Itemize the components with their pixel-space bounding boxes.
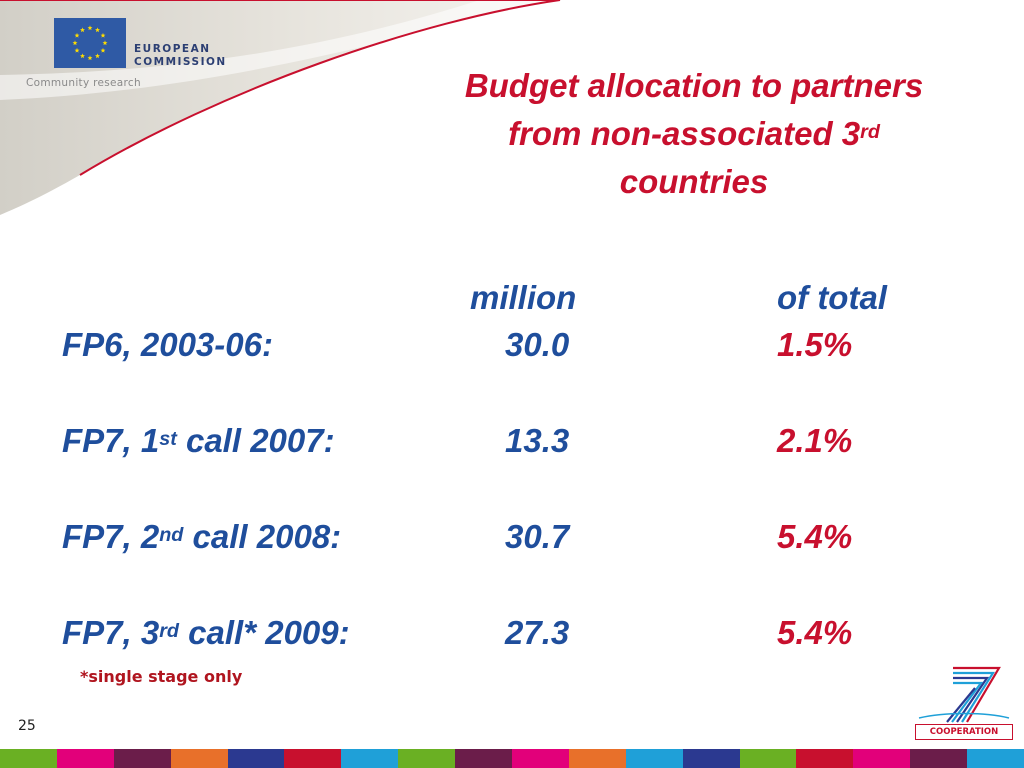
row-label-text: FP7, 1 <box>62 422 160 459</box>
title-line-2-superscript: rd <box>860 121 880 143</box>
row-label-superscript: nd <box>159 524 184 546</box>
european-commission-logo: EUROPEAN COMMISSION <box>54 18 225 74</box>
eu-star-icon <box>95 53 100 59</box>
slide-title: Budget allocation to partners from non-a… <box>400 62 988 206</box>
row-label-superscript: rd <box>159 620 179 642</box>
title-line-2: from non-associated 3rd <box>400 110 988 158</box>
footer-color-segment <box>170 749 228 768</box>
european-commission-wordmark: EUROPEAN COMMISSION <box>134 43 227 69</box>
eu-star-icon <box>95 27 100 33</box>
row-label-superscript: st <box>159 428 177 450</box>
footer-color-segment <box>568 749 626 768</box>
row-label-text: FP7, 3 <box>62 614 160 651</box>
footer-color-segment <box>341 749 399 768</box>
eu-star-icon <box>100 32 106 38</box>
row-share-fp7-call2: 5.4% <box>777 518 853 555</box>
org-line-1: EUROPEAN <box>134 43 211 55</box>
fp7-seven-icon <box>918 666 1010 723</box>
footer-color-segment <box>284 749 342 768</box>
row-million-fp7-call1: 13.3 <box>505 422 570 459</box>
eu-star-icon <box>87 25 93 31</box>
footer-color-segment <box>512 749 569 768</box>
row-label-rest: call 2007: <box>176 422 335 459</box>
row-share-fp7-call1: 2.1% <box>777 422 853 459</box>
footer-color-segment <box>0 749 57 768</box>
footer-color-segment <box>56 749 114 768</box>
row-million-fp7-call3: 27.3 <box>505 614 570 651</box>
title-line-3: countries <box>619 163 769 200</box>
row-share-fp7-call3: 5.4% <box>777 614 853 651</box>
row-label-rest: call* 2009: <box>179 614 350 651</box>
row-million-fp6: 30.0 <box>505 326 570 363</box>
cooperation-label: COOPERATION <box>915 724 1013 740</box>
eu-star-icon <box>74 47 80 53</box>
footer-color-segment <box>398 749 456 768</box>
row-label-fp7-call1: FP7, 1st call 2007: <box>62 422 335 460</box>
eu-star-icon <box>72 40 78 46</box>
footer-color-segment <box>739 749 797 768</box>
row-label-fp6: FP6, 2003-06: <box>62 326 273 364</box>
footer-color-segment <box>796 749 854 768</box>
footer-color-segment <box>455 749 513 768</box>
footer-color-segment <box>625 749 683 768</box>
community-research-label: Community research <box>26 77 141 89</box>
column-header-million: million <box>470 279 577 316</box>
row-label-fp7-call3: FP7, 3rd call* 2009: <box>62 614 350 652</box>
row-share-fp6: 1.5% <box>777 326 853 363</box>
row-label-rest: call 2008: <box>183 518 342 555</box>
eu-star-icon <box>80 27 85 33</box>
org-line-2: COMMISSION <box>134 56 227 68</box>
eu-star-icon <box>100 47 106 53</box>
footer-color-segment <box>227 749 285 768</box>
row-label-text: FP7, 2 <box>62 518 160 555</box>
footer-color-bar <box>0 749 1024 768</box>
title-line-2-text: from non-associated 3 <box>508 115 861 152</box>
page-number: 25 <box>18 718 36 734</box>
footer-color-segment <box>113 749 171 768</box>
eu-star-icon <box>74 32 80 38</box>
footer-color-segment <box>682 749 740 768</box>
title-line-1: Budget allocation to partners <box>464 67 924 104</box>
eu-star-icon <box>80 53 85 59</box>
row-million-fp7-call2: 30.7 <box>505 518 570 555</box>
eu-star-icon <box>87 55 93 61</box>
eu-star-icon <box>102 40 108 46</box>
footer-color-segment <box>910 749 968 768</box>
row-label-text: FP6, 2003-06: <box>62 326 273 363</box>
column-header-of-total: of total <box>777 279 887 316</box>
footnote: *single stage only <box>80 667 243 686</box>
cooperation-logo: COOPERATION <box>915 660 1013 742</box>
eu-flag-icon <box>54 18 126 68</box>
footer-color-segment <box>853 749 911 768</box>
footer-color-segment <box>967 749 1024 768</box>
row-label-fp7-call2: FP7, 2nd call 2008: <box>62 518 341 556</box>
